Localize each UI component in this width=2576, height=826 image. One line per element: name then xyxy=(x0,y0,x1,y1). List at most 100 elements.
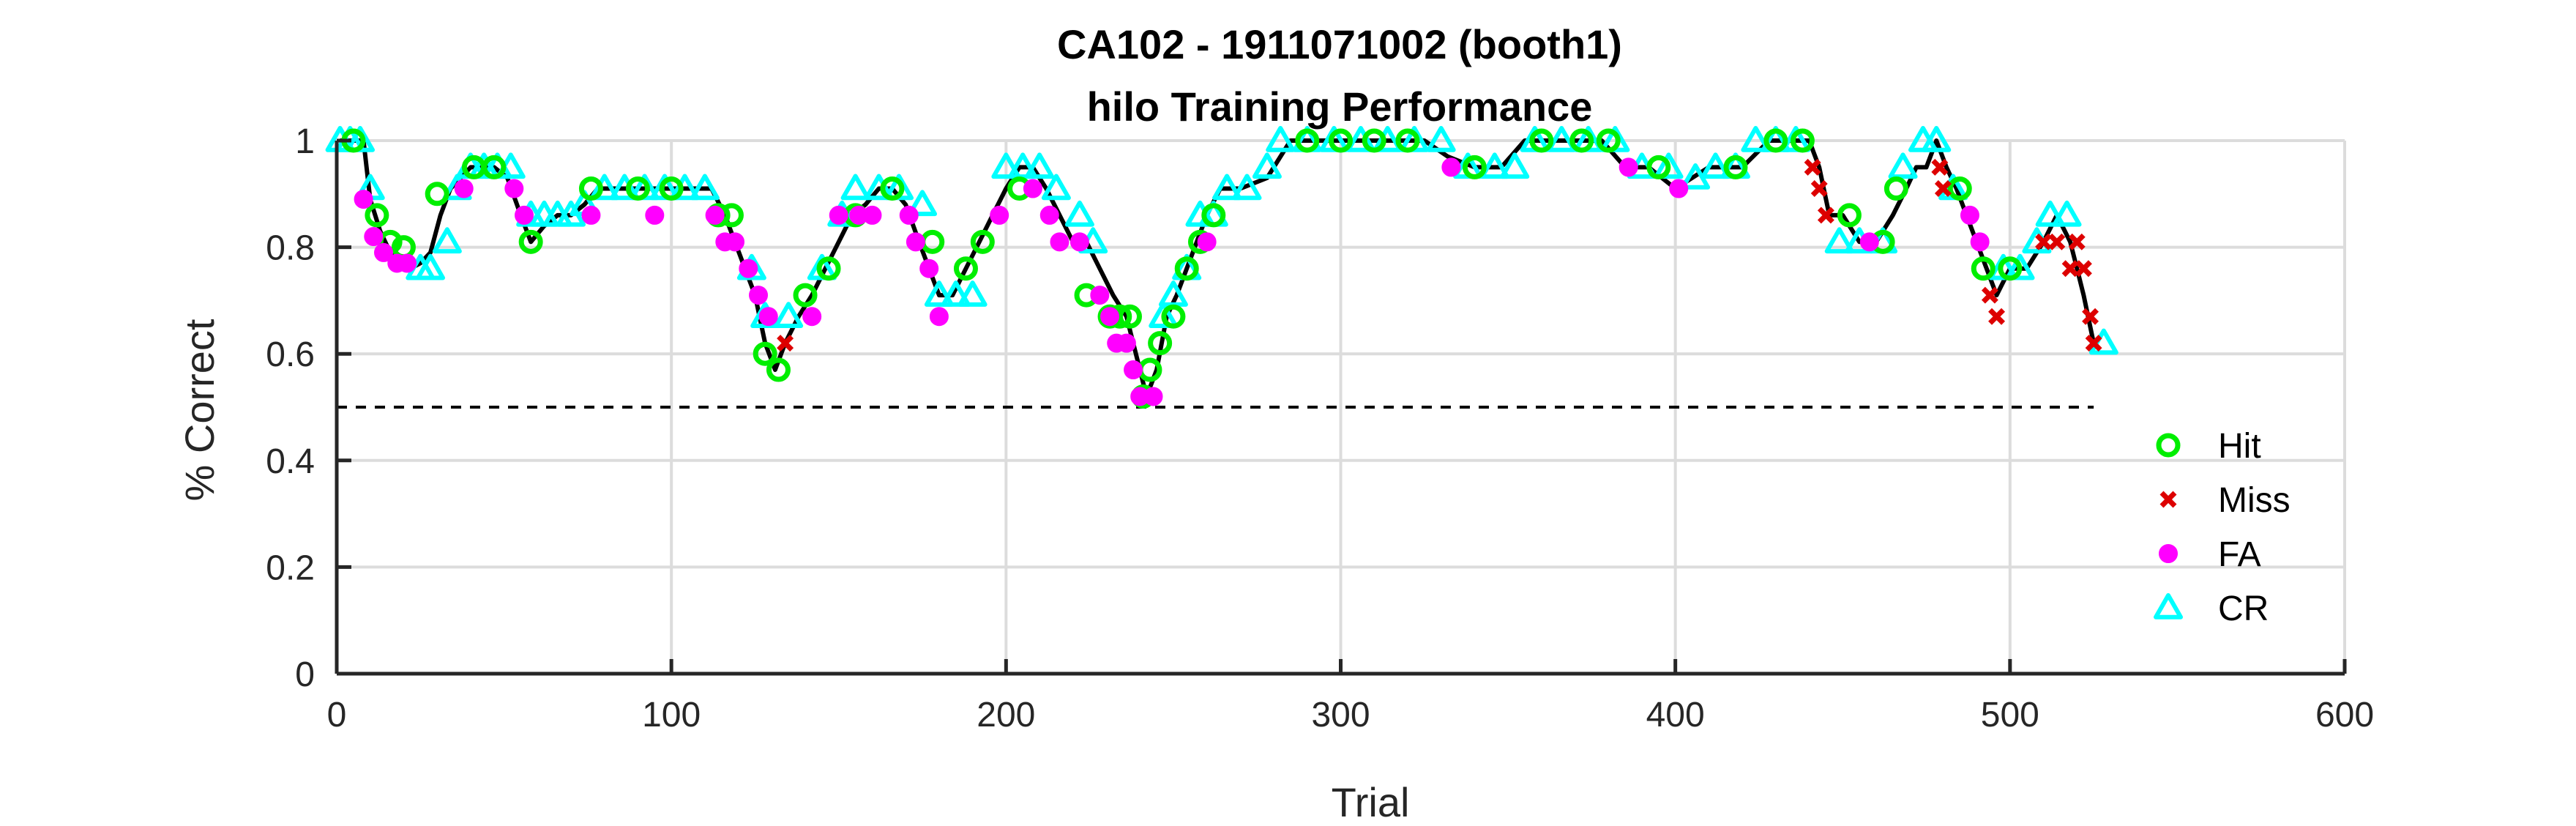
miss-marker xyxy=(2048,233,2066,250)
miss-stroke xyxy=(1988,308,2006,325)
hit-marker xyxy=(1295,128,1320,153)
x-tick-label: 400 xyxy=(1646,696,1705,734)
legend-item-fa: FA xyxy=(2159,535,2261,574)
miss-stroke xyxy=(1931,158,1949,176)
miss-stroke xyxy=(2085,335,2102,352)
miss-marker xyxy=(1981,286,1998,304)
legend-item-miss: Miss xyxy=(2159,481,2291,520)
miss-stroke xyxy=(1934,180,1952,197)
hit-marker xyxy=(1529,128,1554,153)
cr-marker xyxy=(2005,253,2035,280)
hit-marker xyxy=(1329,128,1353,153)
hit-marker xyxy=(1395,128,1420,153)
data-markers xyxy=(325,126,2118,409)
cr-marker xyxy=(908,190,938,217)
cr-marker xyxy=(1212,174,1242,201)
hit-marker xyxy=(1646,155,1671,179)
fa-marker xyxy=(829,205,848,225)
cr-marker xyxy=(2035,200,2065,227)
hit-marker xyxy=(578,176,603,201)
x-tick-label: 100 xyxy=(642,696,701,734)
hit-marker xyxy=(970,229,995,254)
miss-marker xyxy=(777,335,794,352)
miss-stroke xyxy=(2048,233,2066,250)
fa-marker xyxy=(374,242,394,262)
hit-marker xyxy=(1174,256,1199,281)
miss-marker xyxy=(2085,335,2102,352)
legend-marker-cr xyxy=(2154,593,2183,620)
grid-lines xyxy=(335,139,2346,675)
cr-marker xyxy=(1252,152,1282,179)
fa-marker xyxy=(1669,179,1689,198)
fa-marker xyxy=(929,307,949,327)
hit-marker xyxy=(1148,331,1173,356)
fa-marker xyxy=(758,307,778,327)
cr-marker xyxy=(840,174,870,201)
fa-marker xyxy=(397,253,417,273)
miss-stroke xyxy=(1817,206,1834,224)
fa-marker xyxy=(990,205,1009,225)
legend-marker-miss xyxy=(2159,491,2177,508)
x-tick-label: 500 xyxy=(1981,696,2039,734)
y-axis-label: % Correct xyxy=(176,319,223,501)
legend-item-cr: CR xyxy=(2154,589,2269,628)
hit-marker xyxy=(1462,155,1487,179)
cr-marker xyxy=(1149,302,1179,328)
cr-marker xyxy=(924,280,954,307)
fa-marker xyxy=(739,258,758,278)
fa-marker xyxy=(1197,232,1217,252)
hit-marker xyxy=(625,176,650,201)
fa-marker xyxy=(581,205,601,225)
cr-marker xyxy=(1064,200,1094,227)
fa-marker xyxy=(1960,205,1979,225)
miss-stroke xyxy=(2061,260,2079,278)
y-tick-label: 0 xyxy=(295,655,315,694)
axes xyxy=(335,138,2347,676)
fa-marker xyxy=(454,179,474,198)
fa-marker xyxy=(364,227,384,247)
fa-marker xyxy=(749,286,769,305)
fa-marker xyxy=(1069,232,1089,252)
y-tick-label: 0.8 xyxy=(266,229,315,268)
fa-marker xyxy=(645,205,665,225)
fa-marker xyxy=(705,205,725,225)
fa-marker xyxy=(1124,360,1143,380)
legend-label-cr: CR xyxy=(2218,589,2269,628)
fa-marker xyxy=(1023,179,1042,198)
cr-marker xyxy=(991,152,1021,179)
miss-marker xyxy=(1817,206,1834,224)
hit-marker xyxy=(1790,128,1815,153)
cr-marker xyxy=(1025,152,1055,179)
legend-label-hit: Hit xyxy=(2218,427,2261,466)
hit-marker xyxy=(1837,203,1862,228)
miss-marker xyxy=(2082,308,2099,325)
y-tick-label: 1 xyxy=(295,122,315,161)
cr-marker xyxy=(1824,227,1854,254)
fa-marker xyxy=(1090,286,1110,305)
cr-marker xyxy=(774,302,804,328)
hit-marker xyxy=(1362,128,1386,153)
fa-marker xyxy=(862,205,882,225)
y-tick-label: 0.6 xyxy=(266,335,315,374)
hit-marker xyxy=(482,155,507,179)
legend: Hit Miss FA CR xyxy=(2154,427,2291,628)
hit-marker xyxy=(1763,128,1788,153)
cr-marker xyxy=(1041,174,1071,201)
x-tick-label: 0 xyxy=(327,696,347,734)
legend-marker-fa xyxy=(2159,544,2178,563)
fa-marker xyxy=(1039,205,1059,225)
x-tick-label: 300 xyxy=(1311,696,1370,734)
miss-stroke xyxy=(2035,233,2053,250)
chart-subtitle: hilo Training Performance xyxy=(1087,83,1593,130)
fa-marker xyxy=(1441,157,1461,177)
hit-marker xyxy=(1723,155,1748,179)
hit-marker xyxy=(1596,128,1621,153)
cr-marker xyxy=(941,280,971,307)
hit-marker xyxy=(1161,304,1186,329)
fa-marker xyxy=(1100,307,1120,327)
hit-marker xyxy=(880,176,905,201)
legend-item-hit: Hit xyxy=(2156,427,2261,466)
hit-marker xyxy=(1569,128,1594,153)
chart-title: CA102 - 1911071002 (booth1) xyxy=(1057,21,1622,67)
